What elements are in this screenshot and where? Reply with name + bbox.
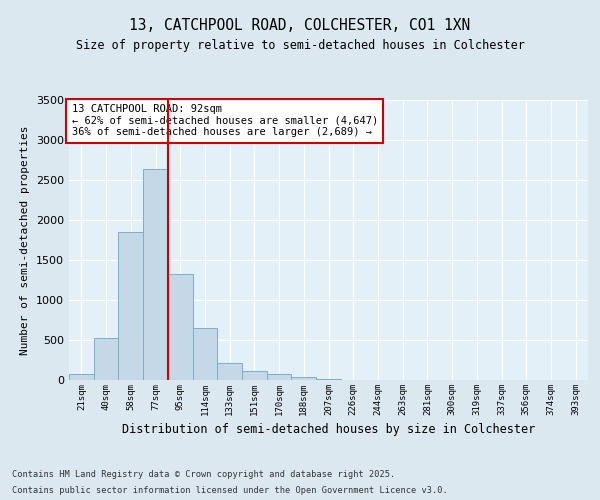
Y-axis label: Number of semi-detached properties: Number of semi-detached properties (20, 125, 31, 355)
Text: Size of property relative to semi-detached houses in Colchester: Size of property relative to semi-detach… (76, 40, 524, 52)
Bar (143, 169, 168, 380)
Bar (193, 328, 217, 380)
Bar (94, 338, 118, 380)
Bar (267, 374, 292, 380)
Text: Contains HM Land Registry data © Crown copyright and database right 2025.: Contains HM Land Registry data © Crown c… (12, 470, 395, 479)
Bar (217, 363, 242, 380)
Bar (316, 379, 341, 380)
Bar (292, 377, 316, 380)
Bar (69, 374, 94, 380)
X-axis label: Distribution of semi-detached houses by size in Colchester: Distribution of semi-detached houses by … (122, 424, 535, 436)
Bar (242, 371, 267, 380)
Bar (168, 274, 193, 380)
Bar (118, 232, 143, 380)
Text: 13, CATCHPOOL ROAD, COLCHESTER, CO1 1XN: 13, CATCHPOOL ROAD, COLCHESTER, CO1 1XN (130, 18, 470, 32)
Text: 13 CATCHPOOL ROAD: 92sqm
← 62% of semi-detached houses are smaller (4,647)
36% o: 13 CATCHPOOL ROAD: 92sqm ← 62% of semi-d… (71, 104, 378, 138)
Text: Contains public sector information licensed under the Open Government Licence v3: Contains public sector information licen… (12, 486, 448, 495)
